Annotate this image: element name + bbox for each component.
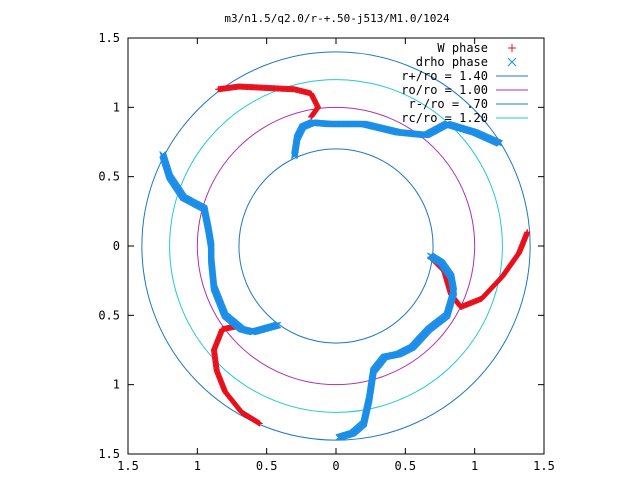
- y-tick-label: 0.5: [98, 170, 120, 184]
- legend-marker: [508, 44, 516, 52]
- x-tick-label: 0.5: [256, 459, 278, 473]
- chart-title: m3/n1.5/q2.0/r-+.50-j513/M1.0/1024: [224, 12, 450, 25]
- y-tick-label: 1.5: [98, 447, 120, 461]
- legend-marker: [507, 57, 517, 67]
- drho-phase-point: [496, 140, 503, 147]
- axis-ticks: 1.5 1 0.5 0 0.5 1 1.51.510.500.511.5: [98, 31, 555, 473]
- y-tick-label: 0: [113, 239, 120, 253]
- drho-phase-point: [335, 434, 343, 441]
- x-tick-label: 1: [471, 459, 478, 473]
- legend-label: W phase: [437, 41, 488, 55]
- y-tick-label: 1: [113, 100, 120, 114]
- drho-phase-point: [274, 321, 282, 329]
- y-tick-label: 1.5: [98, 31, 120, 45]
- circle-3: [169, 79, 503, 413]
- w-phase-point: [308, 114, 315, 121]
- x-tick-label: 0.5: [394, 459, 416, 473]
- legend-label: ro/ro = 1.00: [401, 83, 488, 97]
- legend-label: r+/ro = 1.40: [401, 69, 488, 83]
- legend-label: r-/ro = .70: [409, 97, 488, 111]
- x-tick-label: 1.5: [117, 459, 139, 473]
- legend-label: rc/ro = 1.20: [401, 111, 488, 125]
- x-tick-label: 0: [332, 459, 339, 473]
- circle-1: [196, 106, 476, 386]
- legend-label: drho phase: [416, 55, 488, 69]
- y-tick-label: 0.5: [98, 308, 120, 322]
- plot-content: [141, 51, 531, 441]
- y-tick-label: 1: [113, 378, 120, 392]
- x-tick-label: 1: [194, 459, 201, 473]
- w-phase-point: [524, 229, 531, 236]
- x-tick-label: 1.5: [533, 459, 555, 473]
- circle-2: [238, 148, 434, 344]
